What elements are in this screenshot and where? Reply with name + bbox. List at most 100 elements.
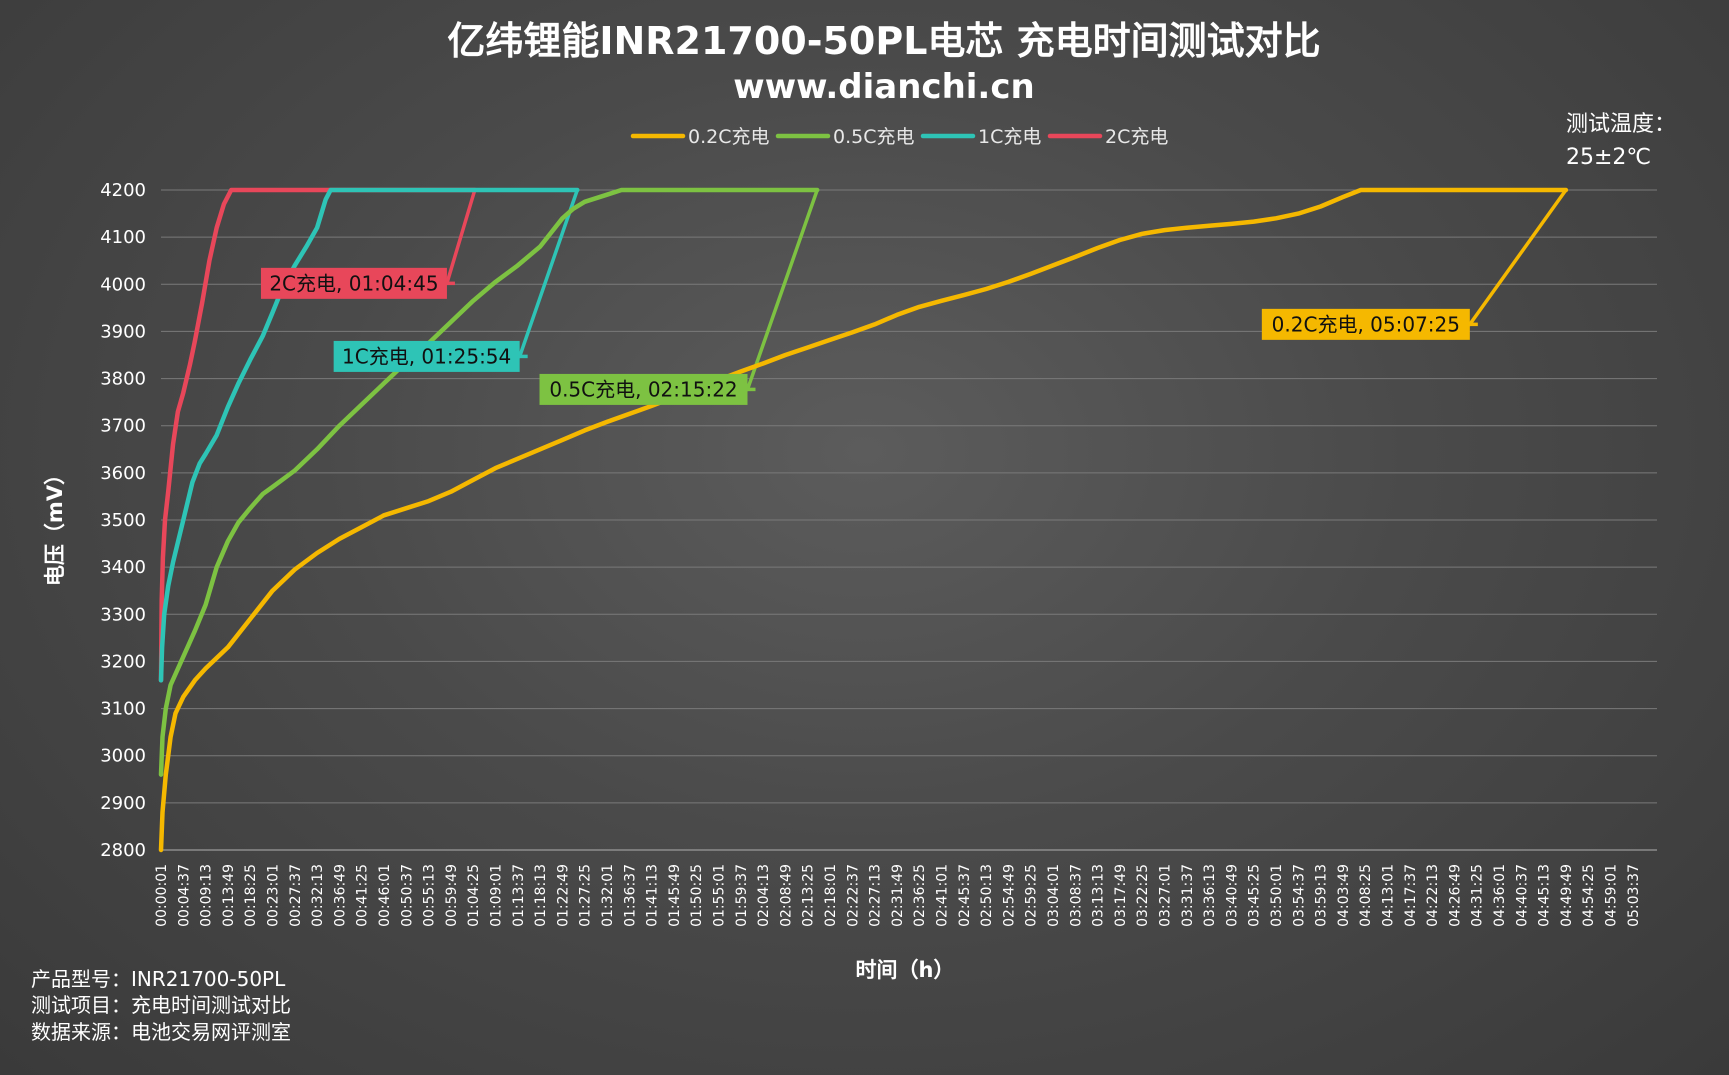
x-tick-label: 02:08:49 [778, 864, 794, 927]
x-tick-label: 01:32:01 [600, 864, 616, 927]
x-tick-label: 04:36:01 [1492, 864, 1508, 927]
x-tick-label: 04:49:49 [1559, 864, 1575, 927]
x-tick-label: 02:27:13 [868, 864, 884, 927]
legend-entry: 0.2C充电 [688, 126, 769, 148]
x-tick-label: 04:54:25 [1581, 864, 1597, 927]
x-tick-label: 03:45:25 [1247, 864, 1263, 927]
chart-title: 亿纬锂能INR21700-50PL电芯 充电时间测试对比 [447, 19, 1320, 63]
x-tick-label: 01:55:01 [712, 864, 728, 927]
x-tick-label: 01:22:49 [555, 864, 571, 927]
x-tick-label: 01:27:25 [578, 864, 594, 927]
x-tick-label: 00:41:25 [355, 864, 371, 927]
x-tick-label: 00:13:49 [221, 864, 237, 927]
x-tick-label: 01:18:13 [533, 864, 549, 927]
y-tick-label: 3800 [100, 369, 146, 390]
footer-model: 产品型号：INR21700-50PL [31, 967, 286, 991]
annotation-label: 0.2C充电, 05:07:25 [1272, 312, 1460, 336]
x-tick-label: 01:50:25 [689, 864, 705, 927]
x-tick-label: 00:50:37 [399, 864, 415, 927]
x-tick-label: 00:23:01 [266, 864, 282, 927]
annotations: 2C充电, 01:04:45 1C充电, 01:25:54 0.5C充电, 02:1… [260, 267, 1478, 405]
x-tick-label: 04:59:01 [1604, 864, 1620, 927]
x-tick-label: 02:22:37 [845, 864, 861, 927]
annotation-box [539, 373, 748, 405]
annotation-box [260, 267, 447, 299]
footer-test-item: 测试项目：充电时间测试对比 [31, 993, 291, 1017]
temperature-note-line2: 25±2℃ [1566, 145, 1651, 170]
y-tick-label: 3100 [100, 699, 146, 720]
series-line [158, 187, 478, 683]
x-tick-label: 03:59:13 [1314, 864, 1330, 927]
legend-entry: 2C充电 [1105, 126, 1168, 148]
x-tick-label: 03:40:49 [1224, 864, 1240, 927]
legend-entry: 1C充电 [978, 126, 1041, 148]
x-tick-label: 04:08:25 [1358, 864, 1374, 927]
x-axis-title: 时间（h） [856, 958, 955, 982]
x-tick-label: 05:03:37 [1626, 864, 1642, 927]
x-tick-label: 03:04:01 [1046, 864, 1062, 927]
x-tick-label: 03:54:37 [1291, 864, 1307, 927]
annotation-label: 1C充电, 01:25:54 [342, 344, 511, 368]
series-line [158, 187, 820, 777]
x-tick-label: 03:27:01 [1158, 864, 1174, 927]
x-tick-label: 00:55:13 [422, 864, 438, 927]
x-tick-label: 02:41:01 [935, 864, 951, 927]
x-tick-label: 01:09:01 [489, 864, 505, 927]
temperature-note-line1: 测试温度： [1566, 112, 1676, 137]
x-tick-label: 00:59:49 [444, 864, 460, 927]
footer-source: 数据来源：电池交易网评测室 [31, 1020, 291, 1044]
x-tick-label: 03:22:25 [1135, 864, 1151, 927]
x-tick-label: 01:36:37 [622, 864, 638, 927]
x-tick-label: 00:04:37 [176, 864, 192, 927]
x-tick-label: 00:27:37 [288, 864, 304, 927]
x-tick-label: 04:03:49 [1336, 864, 1352, 927]
y-tick-label: 2800 [100, 840, 146, 861]
series-leader-line [1468, 188, 1568, 327]
x-tick-label: 04:40:37 [1514, 864, 1530, 927]
x-tick-label: 02:04:13 [756, 864, 772, 927]
chart-subtitle: www.dianchi.cn [733, 67, 1034, 107]
y-tick-label: 3000 [100, 746, 146, 767]
x-tick-label: 03:13:13 [1091, 864, 1107, 927]
x-tick-label: 01:13:37 [511, 864, 527, 927]
y-tick-label: 4100 [100, 227, 146, 248]
x-tick-label: 02:59:25 [1024, 864, 1040, 927]
x-tick-label: 04:17:37 [1403, 864, 1419, 927]
x-tick-label: 04:26:49 [1447, 864, 1463, 927]
y-axis-title: 电压（mV） [43, 464, 67, 586]
x-tick-label: 02:13:25 [801, 864, 817, 927]
legend-entry: 0.5C充电 [833, 126, 914, 148]
series-leader-line [445, 188, 477, 286]
x-tick-label: 03:31:37 [1180, 864, 1196, 927]
x-tick-label: 00:00:01 [154, 864, 170, 927]
x-tick-label: 04:22:13 [1425, 864, 1441, 927]
y-tick-label: 3300 [100, 604, 146, 625]
y-tick-label: 2900 [100, 793, 146, 814]
x-tick-label: 04:13:01 [1381, 864, 1397, 927]
x-tick-label: 02:36:25 [912, 864, 928, 927]
x-tick-label: 02:54:49 [1001, 864, 1017, 927]
x-tick-label: 01:59:37 [734, 864, 750, 927]
annotation-box [333, 340, 520, 372]
y-tick-label: 3600 [100, 463, 146, 484]
series-leader-line [517, 188, 580, 359]
x-tick-label: 04:45:13 [1537, 864, 1553, 927]
y-tick-label: 3500 [100, 510, 146, 531]
x-tick-label: 03:17:49 [1113, 864, 1129, 927]
x-tick-label: 01:04:25 [466, 864, 482, 927]
x-tick-label: 02:18:01 [823, 864, 839, 927]
x-tick-label: 04:31:25 [1470, 864, 1486, 927]
x-tick-label: 03:50:01 [1269, 864, 1285, 927]
x-tick-label: 00:09:13 [199, 864, 215, 927]
y-tick-label: 4000 [100, 274, 146, 295]
annotation-box [1261, 308, 1470, 340]
x-tick-label: 00:36:49 [332, 864, 348, 927]
y-tick-label: 3900 [100, 321, 146, 342]
series-leader-line [745, 188, 819, 392]
x-tick-label: 03:36:13 [1202, 864, 1218, 927]
x-axis-ticks: 00:00:01 00:04:37 00:09:13 00:13:49 00:18:25… [154, 864, 1642, 927]
x-tick-label: 00:46:01 [377, 864, 393, 927]
annotation-label: 0.5C充电, 02:15:22 [549, 377, 737, 401]
series-line [158, 187, 580, 683]
